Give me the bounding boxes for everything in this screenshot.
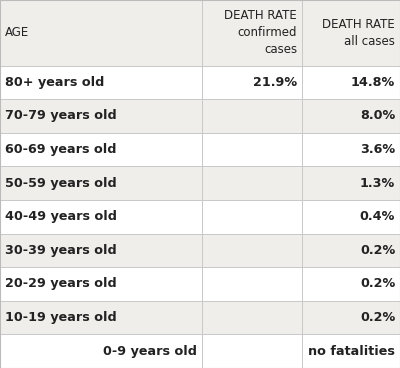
Bar — [0, 200, 400, 234]
Text: 1.3%: 1.3% — [360, 177, 395, 190]
Bar — [0, 66, 400, 99]
Text: 3.6%: 3.6% — [360, 143, 395, 156]
Text: AGE: AGE — [5, 26, 29, 39]
Text: 0.4%: 0.4% — [360, 210, 395, 223]
Bar — [0, 133, 400, 166]
Bar — [0, 0, 400, 66]
Bar — [0, 335, 400, 368]
Bar — [0, 234, 400, 267]
Text: DEATH RATE
confirmed
cases: DEATH RATE confirmed cases — [224, 9, 297, 56]
Text: DEATH RATE
all cases: DEATH RATE all cases — [322, 18, 395, 48]
Text: 0.2%: 0.2% — [360, 244, 395, 257]
Text: 30-39 years old: 30-39 years old — [5, 244, 116, 257]
Text: 70-79 years old: 70-79 years old — [5, 109, 116, 123]
Text: 8.0%: 8.0% — [360, 109, 395, 123]
Bar — [0, 99, 400, 133]
Bar — [0, 166, 400, 200]
Text: 10-19 years old: 10-19 years old — [5, 311, 116, 324]
Text: 50-59 years old: 50-59 years old — [5, 177, 116, 190]
Bar — [0, 301, 400, 335]
Text: 0.2%: 0.2% — [360, 311, 395, 324]
Bar — [0, 267, 400, 301]
Text: 0-9 years old: 0-9 years old — [103, 345, 197, 358]
Text: no fatalities: no fatalities — [308, 345, 395, 358]
Text: 14.8%: 14.8% — [351, 76, 395, 89]
Text: 21.9%: 21.9% — [253, 76, 297, 89]
Text: 0.2%: 0.2% — [360, 277, 395, 290]
Text: 20-29 years old: 20-29 years old — [5, 277, 116, 290]
Text: 80+ years old: 80+ years old — [5, 76, 104, 89]
Text: 40-49 years old: 40-49 years old — [5, 210, 117, 223]
Text: 60-69 years old: 60-69 years old — [5, 143, 116, 156]
